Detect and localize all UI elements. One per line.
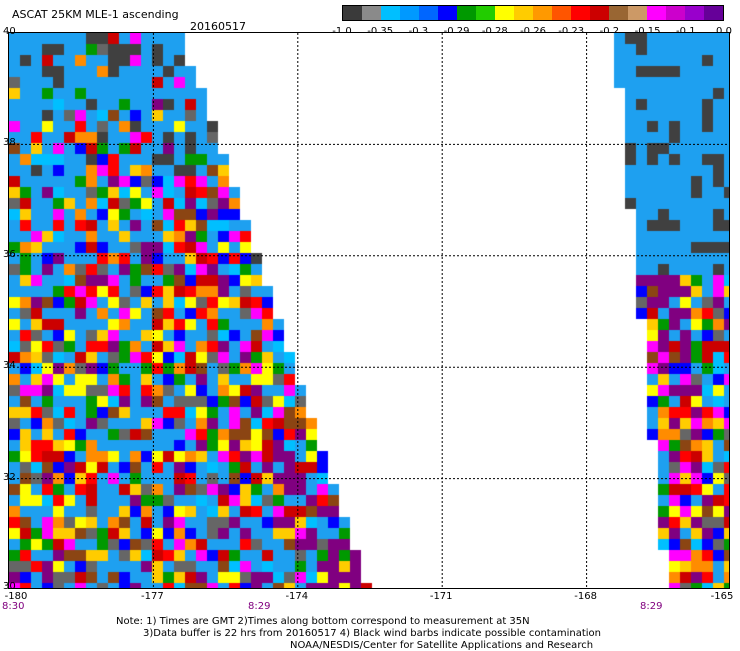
latitude-label: 34 [3,360,16,372]
note-line-1: Note: 1) Times are GMT 2)Times along bot… [116,616,530,627]
longitude-label: -171 [429,591,453,602]
time-label-middle: 8:29 [248,601,271,612]
longitude-label: -174 [285,591,309,602]
color-scale-label: -0.2 [600,26,620,37]
color-scale-segment [514,6,533,20]
color-scale-bar [342,5,724,21]
color-scale-label: -0.1 [676,26,696,37]
note-line-2: 3)Data buffer is 22 hrs from 20160517 4)… [143,628,601,639]
color-scale-segment [647,6,666,20]
longitude-label: -165 [710,591,734,602]
color-scale-label: -0.23 [558,26,584,37]
color-scale-segment [343,6,362,20]
time-label-east: 8:29 [640,601,663,612]
color-scale-label: -0.3 [409,26,429,37]
note-line-3: NOAA/NESDIS/Center for Satellite Applica… [290,640,594,651]
color-scale-segment [476,6,495,20]
color-scale-segment [609,6,628,20]
color-scale-label: -0.28 [482,26,508,37]
longitude-label: -168 [574,591,597,602]
color-scale-label: -0.15 [635,26,661,37]
color-scale-segment [628,6,647,20]
color-scale-segment [419,6,438,20]
color-scale-label: -0.29 [444,26,470,37]
color-scale-segment [552,6,571,20]
color-scale-segment [457,6,476,20]
color-scale-segment [362,6,381,20]
color-scale-segment [704,6,723,20]
color-scale-segment [685,6,704,20]
color-scale-label: -0.26 [520,26,546,37]
latitude-label: 40 [3,26,16,37]
map-title: ASCAT 25KM MLE-1 ascending [12,8,179,21]
latitude-label: 36 [3,248,16,260]
color-scale-segment [381,6,400,20]
color-scale-label: -1.0 [332,26,352,37]
time-label-west: 8:30 [2,601,25,612]
color-scale-segment [666,6,685,20]
color-scale-segment [533,6,552,20]
color-scale-label: -0.35 [367,26,393,37]
longitude-label: -180 [4,591,28,602]
color-scale-label: 0.0 [716,26,732,37]
lat-lon-grid [9,33,729,588]
color-scale-segment [400,6,419,20]
latitude-label: 30 [3,581,16,592]
latitude-label: 38 [3,137,16,149]
wind-data-cells [9,33,729,588]
map-date: 20160517 [190,20,246,33]
color-scale-segment [495,6,514,20]
latitude-label: 32 [3,471,16,483]
color-scale-segment [438,6,457,20]
color-scale-segment [571,6,590,20]
longitude-label: -177 [141,591,164,602]
swath-map [8,32,730,589]
color-scale-segment [590,6,609,20]
